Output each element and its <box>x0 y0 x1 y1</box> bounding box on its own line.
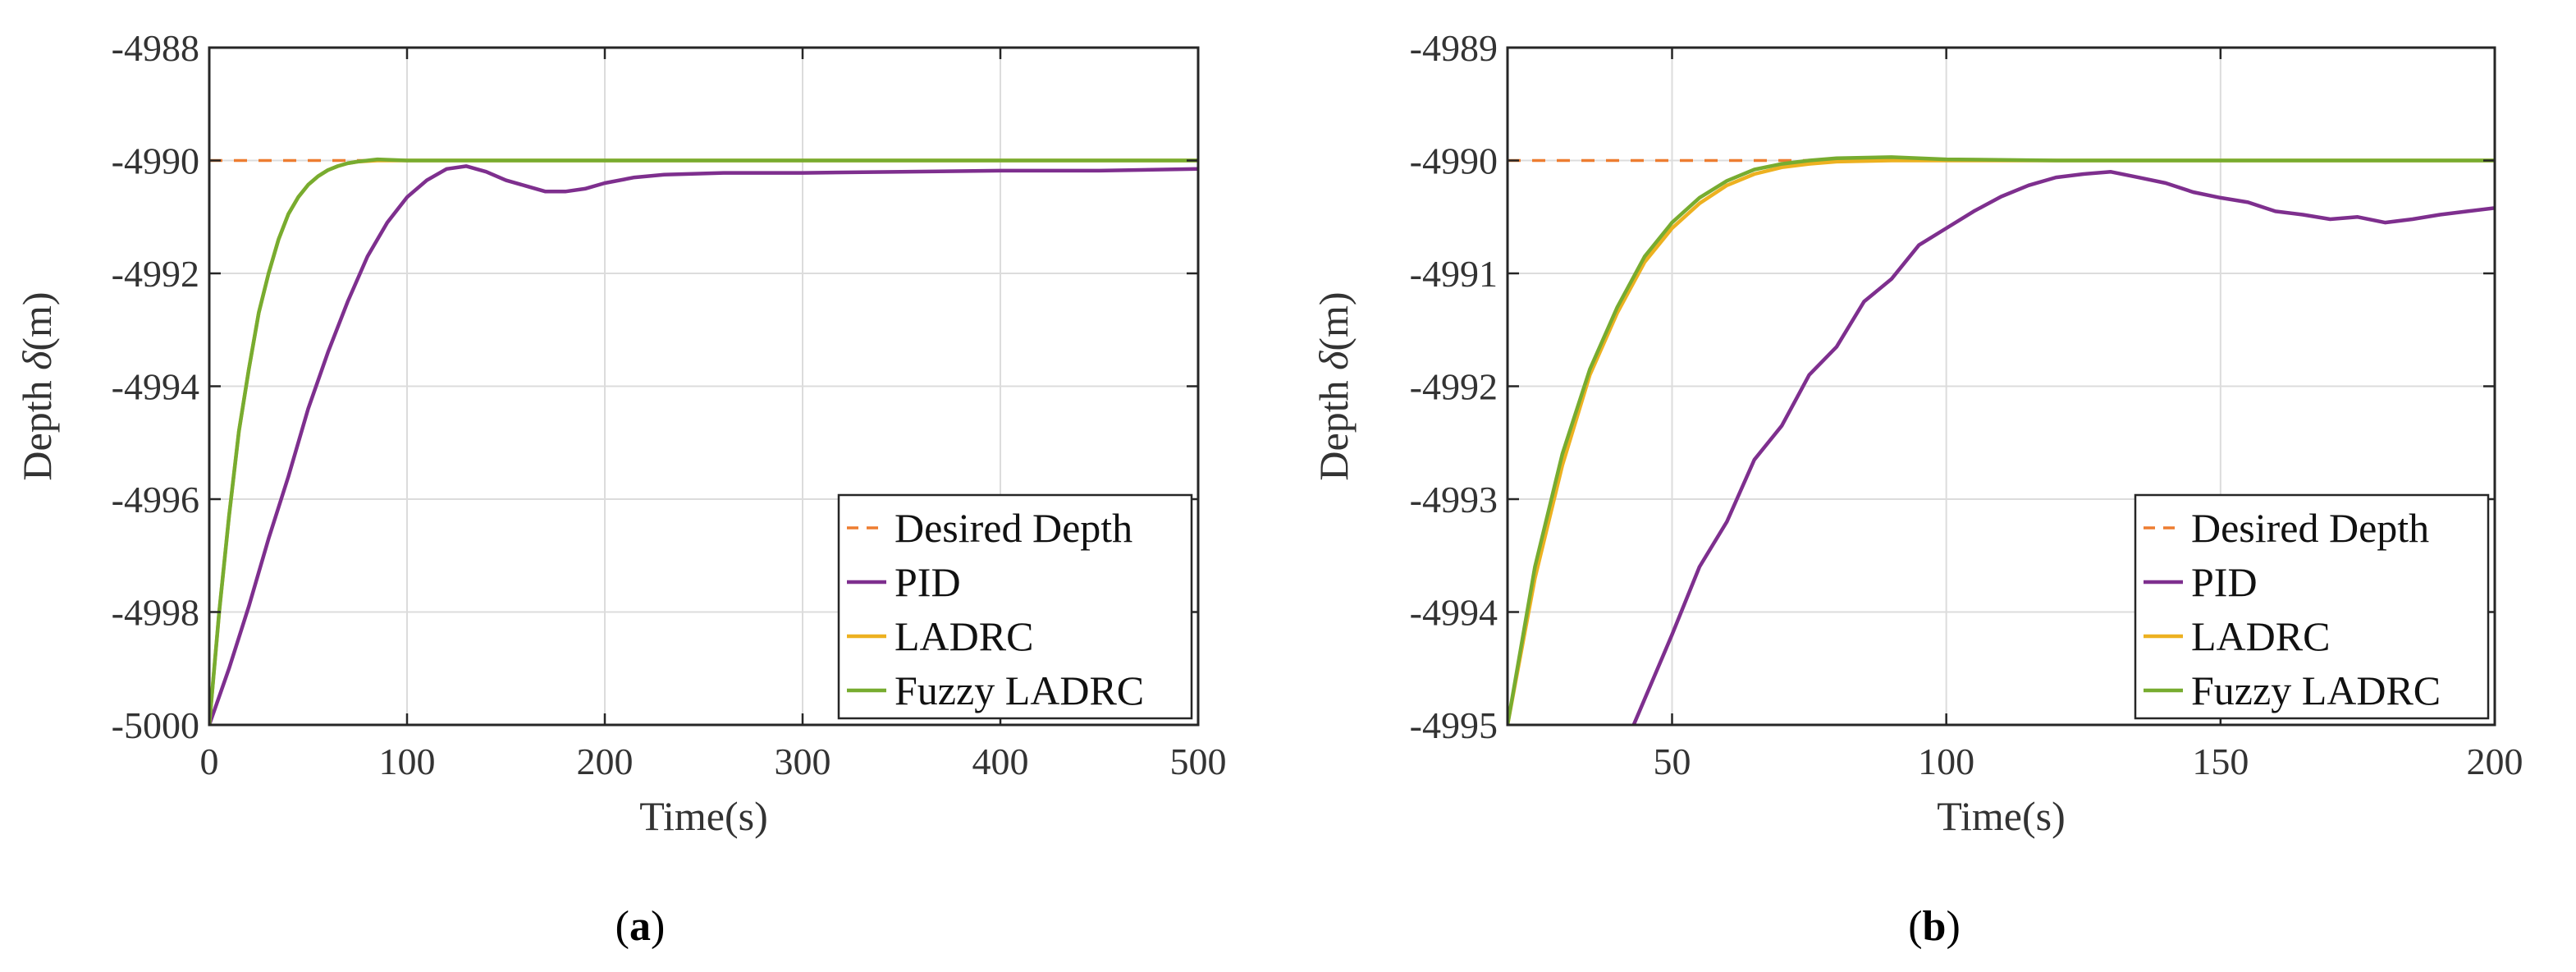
x-tick-label: 500 <box>1170 740 1227 782</box>
y-axis-title: Depth δ(m) <box>1311 291 1357 480</box>
legend-box <box>837 493 1193 720</box>
y-tick-label: -4995 <box>1410 704 1498 746</box>
y-tick-label: -4994 <box>112 366 199 408</box>
legend-label-ladrc: LADRC <box>2191 613 2330 659</box>
y-axis-title-suffix: (m) <box>1311 291 1357 351</box>
y-tick-label: -4994 <box>1410 592 1498 634</box>
series-group <box>1508 155 2495 725</box>
y-axis-title-symbol: δ <box>14 351 60 370</box>
series-line-fuzzy-ladrc <box>1508 155 2495 725</box>
legend-label-pid: PID <box>895 559 961 605</box>
series-group <box>209 157 1198 725</box>
y-tick-label: -4992 <box>1410 366 1498 408</box>
y-axis-title-suffix: (m) <box>14 291 60 351</box>
y-tick-label: -4992 <box>112 253 199 295</box>
x-tick-label: 200 <box>2467 740 2523 782</box>
x-tick-label: 400 <box>972 740 1029 782</box>
legend: Desired Depth PID LADRC Fuzzy LADRC <box>2134 493 2490 720</box>
x-tick-label: 100 <box>1918 740 1974 782</box>
y-axis-title-symbol: δ <box>1311 351 1357 370</box>
y-tick-label: -4993 <box>1410 479 1498 520</box>
y-axis-title-prefix: Depth <box>14 370 60 481</box>
y-axis-title: Depth δ(m) <box>14 291 60 480</box>
x-tick-label: 100 <box>379 740 436 782</box>
y-tick-label: -4990 <box>1410 140 1498 182</box>
legend-label-pid: PID <box>2191 559 2258 605</box>
legend: Desired Depth PID LADRC Fuzzy LADRC <box>837 493 1193 720</box>
panel-b: (b) 50 100 150 200 -4995 -4994 -4993 -4992 -4991… <box>1311 27 2523 950</box>
legend-label-ladrc: LADRC <box>895 613 1033 659</box>
y-tick-label: -4990 <box>112 140 199 182</box>
panel-b-caption-letter: b <box>1923 903 1947 950</box>
panel-b-caption: (b) <box>1908 903 1961 950</box>
y-tick-label: -4991 <box>1410 253 1498 295</box>
series-line-pid <box>1631 170 2495 725</box>
legend-box <box>2134 493 2490 720</box>
legend-label-fuzzy-ladrc: Fuzzy LADRC <box>2191 667 2441 713</box>
x-axis-title: Time(s) <box>639 793 768 839</box>
legend-label-desired-depth: Desired Depth <box>895 505 1132 551</box>
y-tick-label: -4989 <box>1410 27 1498 69</box>
x-tick-label: 300 <box>775 740 831 782</box>
x-tick-label: 150 <box>2192 740 2249 782</box>
legend-label-fuzzy-ladrc: Fuzzy LADRC <box>895 667 1144 713</box>
x-tick-label: 0 <box>200 740 219 782</box>
series-line-ladrc <box>1508 158 2495 725</box>
series-line-pid <box>209 164 1198 725</box>
panel-a: (a) 0 100 200 300 400 500 -5000 -4998 -4996 -4994… <box>14 27 1227 950</box>
y-tick-label: -4988 <box>112 27 199 69</box>
panel-a-caption: (a) <box>615 903 666 950</box>
y-tick-label: -4998 <box>112 592 199 634</box>
legend-label-desired-depth: Desired Depth <box>2191 505 2429 551</box>
panel-a-caption-letter: a <box>629 903 651 950</box>
y-tick-label: -5000 <box>112 704 199 746</box>
x-tick-label: 50 <box>1654 740 1691 782</box>
x-tick-label: 200 <box>577 740 634 782</box>
y-axis-title-prefix: Depth <box>1311 370 1357 481</box>
series-line-fuzzy-ladrc <box>209 157 1198 725</box>
y-tick-label: -4996 <box>112 479 199 520</box>
x-axis-title: Time(s) <box>1937 793 2066 839</box>
